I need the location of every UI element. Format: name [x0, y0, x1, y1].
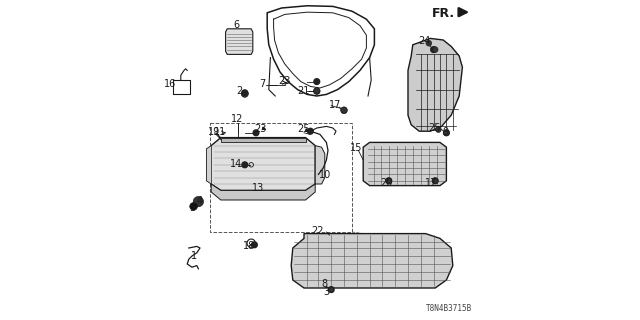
Text: 21: 21 — [297, 85, 310, 96]
Text: 20: 20 — [380, 178, 393, 188]
Text: 17: 17 — [425, 178, 437, 188]
Text: 19: 19 — [207, 127, 220, 137]
Polygon shape — [206, 146, 211, 184]
Text: FR.: FR. — [432, 7, 455, 20]
Text: 9: 9 — [443, 127, 449, 137]
Text: 25: 25 — [428, 123, 441, 133]
Circle shape — [444, 130, 449, 136]
Circle shape — [253, 130, 259, 136]
Circle shape — [444, 130, 449, 136]
Text: 13: 13 — [252, 183, 264, 193]
Circle shape — [426, 40, 432, 46]
Polygon shape — [291, 234, 453, 288]
Bar — [210, 123, 352, 232]
Text: 6: 6 — [234, 20, 240, 30]
Polygon shape — [364, 142, 447, 186]
Text: 1: 1 — [191, 251, 197, 261]
Circle shape — [314, 79, 320, 84]
Circle shape — [433, 178, 438, 184]
Text: 15: 15 — [350, 143, 363, 153]
Text: 18: 18 — [243, 241, 255, 251]
Circle shape — [314, 88, 320, 94]
Polygon shape — [211, 138, 315, 190]
Text: 8: 8 — [321, 279, 327, 289]
Circle shape — [431, 47, 436, 52]
Text: 14: 14 — [230, 159, 243, 169]
Circle shape — [433, 178, 438, 184]
Text: 17: 17 — [329, 100, 342, 110]
Text: 7: 7 — [259, 79, 266, 89]
Circle shape — [329, 287, 334, 292]
Circle shape — [433, 47, 438, 52]
Circle shape — [314, 88, 320, 94]
Circle shape — [341, 108, 347, 113]
Text: T8N4B3715B: T8N4B3715B — [426, 304, 472, 313]
Text: 10: 10 — [319, 170, 331, 180]
Text: 22: 22 — [312, 226, 324, 236]
Text: 16: 16 — [163, 79, 176, 89]
Text: 23: 23 — [254, 124, 266, 134]
Polygon shape — [408, 38, 462, 131]
Polygon shape — [211, 184, 315, 200]
Text: 12: 12 — [230, 114, 243, 124]
Circle shape — [341, 107, 347, 113]
Circle shape — [189, 203, 197, 210]
Text: 3: 3 — [323, 287, 330, 297]
Circle shape — [307, 128, 314, 134]
Circle shape — [242, 90, 248, 96]
Circle shape — [241, 90, 248, 97]
Polygon shape — [315, 146, 325, 184]
Polygon shape — [226, 29, 253, 54]
Text: 4: 4 — [197, 196, 203, 206]
Circle shape — [252, 242, 257, 248]
Text: 11: 11 — [214, 127, 227, 137]
Circle shape — [435, 127, 442, 132]
Circle shape — [193, 196, 204, 207]
Text: 25: 25 — [297, 124, 310, 134]
Polygon shape — [221, 138, 306, 142]
Circle shape — [386, 178, 392, 184]
Text: 5: 5 — [189, 203, 195, 213]
Circle shape — [242, 162, 248, 168]
Circle shape — [386, 178, 392, 184]
Text: 2: 2 — [236, 85, 242, 96]
Text: 24: 24 — [418, 36, 430, 46]
Text: 23: 23 — [278, 76, 291, 86]
Circle shape — [328, 287, 334, 292]
